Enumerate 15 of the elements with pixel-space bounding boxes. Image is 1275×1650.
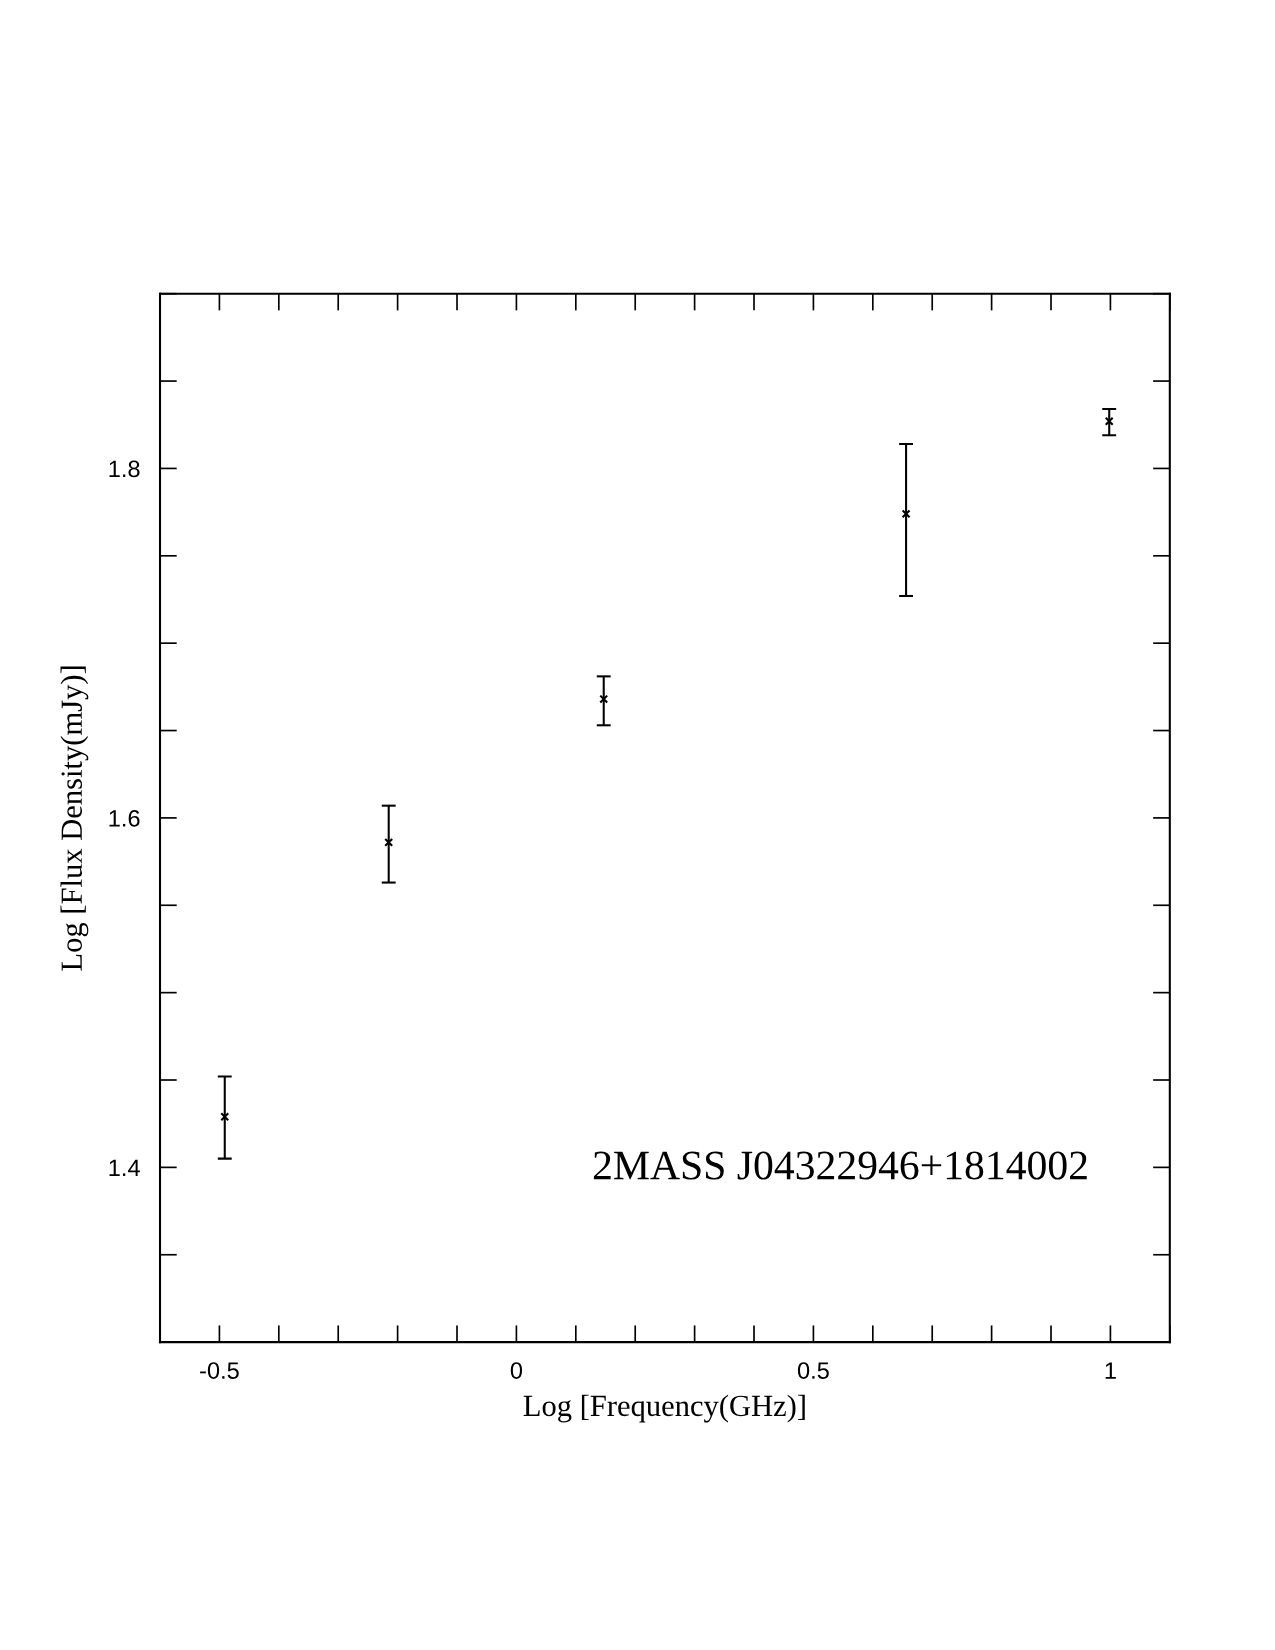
point xyxy=(220,1112,230,1122)
point xyxy=(599,694,609,704)
y-tick-label: 1.6 xyxy=(109,809,140,827)
point xyxy=(384,837,394,847)
annotation: 2MASS J04322946+1814002 xyxy=(593,1151,1087,1180)
point xyxy=(901,509,911,519)
x-tick-label: 0.5 xyxy=(797,1362,829,1379)
x-tick-label: 0 xyxy=(510,1362,523,1379)
point xyxy=(1104,416,1114,426)
x-axis-title: Log [Frequency(GHz)] xyxy=(523,1394,805,1423)
x-tick-label: -0.5 xyxy=(200,1362,239,1379)
y-axis-title: Log [Flux Density(mJy)] xyxy=(60,666,89,971)
y-tick-label: 1.4 xyxy=(109,1159,140,1176)
x-tick-label: 1 xyxy=(1105,1362,1116,1379)
y-tick-label: 1.8 xyxy=(109,460,140,478)
